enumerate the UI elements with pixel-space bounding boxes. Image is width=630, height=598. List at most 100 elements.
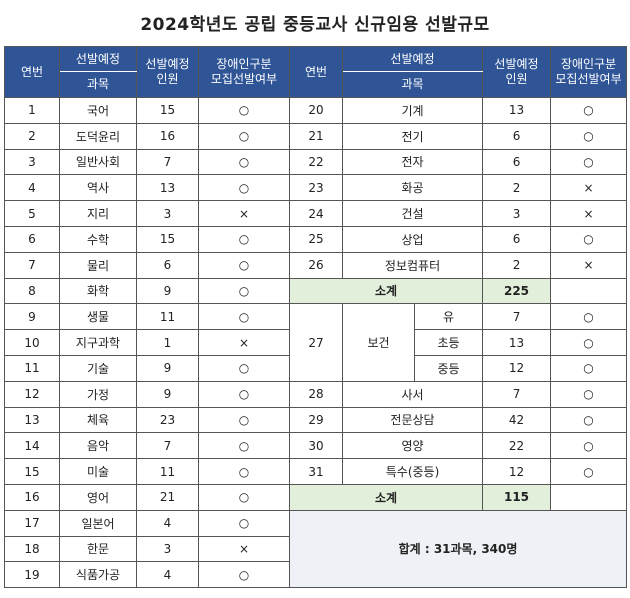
selection-table: 연번 선발예정 선발예정 인원 장애인구분 모집선발여부 연번 선발예정 선발예… (4, 46, 628, 589)
row-count: 6 (136, 251, 199, 279)
row-count: 3 (136, 535, 199, 563)
row-disability: ○ (550, 225, 628, 253)
subtotal-label: 소계 (288, 277, 484, 305)
row-disability: × (550, 174, 628, 202)
row-subject: 생물 (59, 303, 137, 331)
row-no: 25 (289, 225, 343, 253)
table-row: 9 생물 11 ○ 27 보건 유 7 ○ (4, 303, 628, 382)
row-disability: ○ (198, 148, 290, 176)
row-no: 10 (4, 329, 60, 356)
row-count: 22 (482, 432, 552, 460)
row-subject: 도덕윤리 (59, 122, 137, 150)
table-row: 10 지구과학 1 × 초등 13 ○ (4, 329, 628, 356)
row-subject: 전자 (341, 148, 484, 176)
row-disability: ○ (550, 354, 628, 382)
row-disability: ○ (198, 251, 290, 279)
row-count: 11 (136, 458, 199, 485)
row-no: 21 (289, 122, 343, 150)
row-disability: ○ (198, 303, 290, 331)
row-disability: ○ (198, 432, 290, 460)
row-no: 20 (289, 97, 343, 124)
row-subject: 수학 (59, 225, 137, 253)
table-row: 19 식품가공 4 ○ (4, 561, 627, 589)
row-subject: 기술 (59, 354, 137, 382)
table-row: 17 일본어 4 ○ 합계 : 31과목, 340명 (4, 509, 628, 589)
row-no: 23 (289, 174, 343, 202)
header-count-right: 선발예정 인원 (482, 46, 552, 98)
row-subject: 기계 (341, 97, 484, 124)
row-subject: 체육 (59, 406, 137, 434)
row-count: 7 (482, 380, 552, 408)
header-no-right: 연번 (289, 46, 343, 98)
header-count-left: 선발예정 인원 (136, 46, 199, 98)
row-disability: × (550, 200, 628, 227)
row-subject: 전문상담 (341, 406, 484, 434)
row-count: 12 (482, 354, 552, 382)
row-no: 4 (4, 174, 60, 202)
row-count: 7 (136, 432, 199, 460)
row-no: 28 (289, 380, 343, 408)
header-subject-right: 과목 (341, 71, 484, 98)
row-count: 13 (482, 329, 552, 356)
page-title: 2024학년도 공립 중등교사 신규임용 선발규모 (140, 15, 490, 35)
row-no: 18 (4, 535, 60, 563)
row-subject: 사서 (341, 380, 484, 408)
row-disability: ○ (550, 329, 628, 356)
row-count: 4 (136, 561, 199, 589)
row-count: 9 (136, 354, 199, 382)
row-disability: ○ (198, 561, 290, 589)
row-subject: 화공 (341, 174, 484, 202)
row-no: 12 (4, 380, 60, 408)
row-no: 9 (4, 303, 60, 331)
row-disability: ○ (550, 148, 628, 176)
table-row: 18 한문 3 × (4, 535, 627, 563)
row-count: 9 (136, 380, 199, 408)
row-disability: ○ (550, 97, 628, 124)
row-no: 27 (289, 303, 343, 382)
table-row: 3 일반사회 7 ○ 22 전자 6 ○ (4, 148, 628, 176)
row-subject: 물리 (59, 251, 137, 279)
row-count: 42 (482, 406, 552, 434)
row-no: 30 (289, 432, 343, 460)
row-no: 7 (4, 251, 60, 279)
row-count: 15 (136, 225, 199, 253)
row-disability: ○ (198, 380, 290, 408)
header-category-right: 선발예정 (341, 46, 484, 72)
row-subject: 건설 (341, 200, 484, 227)
row-count: 11 (136, 303, 199, 331)
row-no: 31 (289, 458, 343, 485)
row-count: 12 (482, 458, 552, 485)
table-row: 7 물리 6 ○ 26 정보컴퓨터 2 × (4, 251, 628, 279)
row-no: 6 (4, 225, 60, 253)
row-count: 2 (482, 174, 552, 202)
empty-cell (550, 277, 628, 305)
row-disability: ○ (198, 97, 290, 124)
row-count: 9 (136, 277, 199, 305)
row-no: 17 (4, 509, 60, 537)
row-subject: 한문 (59, 535, 137, 563)
row-disability: × (198, 200, 290, 227)
grand-total: 합계 : 31과목, 340명 (288, 509, 628, 589)
row-disability: ○ (198, 225, 290, 253)
row-subject: 가정 (59, 380, 137, 408)
row-subject: 전기 (341, 122, 484, 150)
row-no: 19 (4, 561, 60, 589)
row-subject: 역사 (59, 174, 137, 202)
row-disability: ○ (198, 483, 290, 511)
row-subject: 식품가공 (59, 561, 137, 589)
sub-subject: 유 (413, 303, 484, 331)
sub-subject: 중등 (413, 354, 484, 382)
table-row: 14 음악 7 ○ 30 영양 22 ○ (4, 432, 628, 460)
row-count: 13 (136, 174, 199, 202)
row-no: 14 (4, 432, 60, 460)
row-no: 3 (4, 148, 60, 176)
row-count: 13 (482, 97, 552, 124)
table-row: 4 역사 13 ○ 23 화공 2 × (4, 174, 628, 202)
row-disability: × (550, 251, 628, 279)
row-disability: ○ (198, 277, 290, 305)
row-count: 4 (136, 509, 199, 537)
row-count: 3 (482, 200, 552, 227)
row-subject: 정보컴퓨터 (341, 251, 484, 279)
row-disability: ○ (550, 122, 628, 150)
table-row: 12 가정 9 ○ 28 사서 7 ○ (4, 380, 628, 408)
